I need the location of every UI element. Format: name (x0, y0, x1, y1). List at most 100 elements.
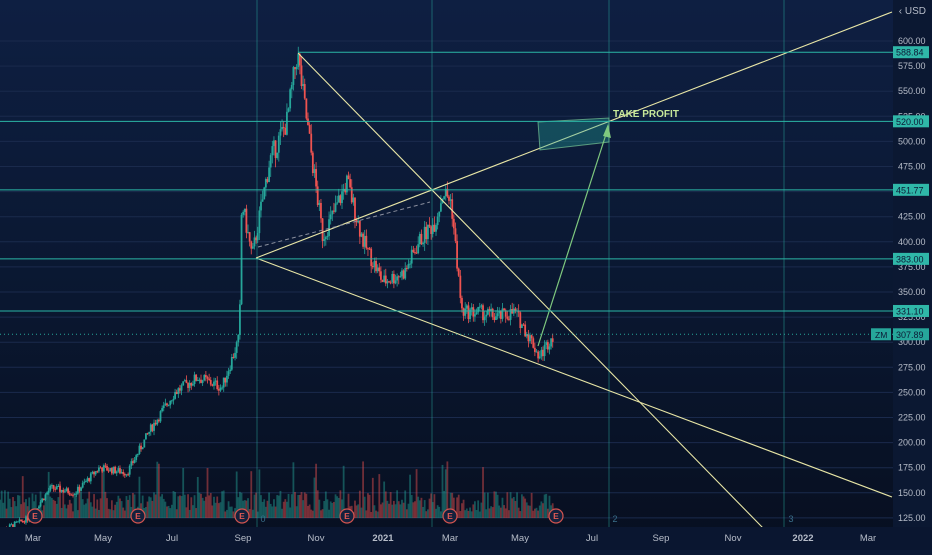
volume-bar (295, 506, 298, 518)
volume-bar (266, 500, 269, 518)
candle-body (68, 493, 71, 495)
volume-bar (354, 500, 356, 518)
symbol-badge (871, 328, 891, 341)
volume-bar (316, 490, 319, 518)
volume-bar (328, 509, 330, 518)
candle-body (388, 281, 390, 283)
volume-bar (235, 471, 238, 518)
candle-body (478, 306, 481, 308)
candle-body (286, 111, 288, 135)
volume-bar (465, 508, 468, 518)
candle-body (156, 419, 159, 425)
price-tick-label: 225.00 (898, 413, 926, 423)
candle-body (170, 400, 173, 402)
currency-label[interactable]: ‹ USD (899, 6, 926, 17)
candle-body (179, 388, 181, 391)
volume-bar (224, 511, 227, 518)
candle-body (54, 488, 57, 490)
volume-bar (219, 502, 222, 518)
volume-bar (474, 501, 476, 518)
volume-bar (91, 506, 94, 518)
volume-bar (67, 504, 70, 518)
volume-bar (34, 494, 37, 518)
candle-body (292, 67, 295, 86)
candle-body (200, 379, 202, 383)
candle-body (360, 233, 363, 237)
candle-body (187, 382, 189, 388)
candle-body (99, 467, 102, 469)
candle-body (540, 349, 543, 357)
price-axis[interactable]: 600.00575.00550.00525.00500.00475.00450.… (871, 0, 932, 527)
candle-body (439, 203, 442, 212)
candle-body (243, 208, 246, 212)
volume-bar (72, 511, 74, 518)
candle-body (527, 334, 530, 342)
candle-body (44, 494, 47, 501)
candle-body (350, 187, 353, 203)
earnings-marker[interactable]: E (339, 508, 355, 524)
candle-body (483, 316, 486, 321)
volume-bar (73, 495, 76, 518)
time-axis[interactable]: Mar May Jul Sep Nov 2021 Mar May Jul Sep Nov 2022 Ma… (0, 527, 932, 550)
candle-body (234, 352, 236, 358)
earnings-marker-label: E (239, 511, 245, 521)
candle-body (472, 307, 475, 317)
candle-body (477, 307, 480, 313)
candle-body (20, 519, 23, 522)
volume-bar (211, 505, 214, 518)
volume-bar (318, 499, 321, 518)
candle-body (166, 403, 168, 406)
volume-bar (248, 508, 251, 518)
volume-bar (198, 492, 201, 518)
candle-body (320, 202, 322, 219)
volume-bar (491, 507, 494, 518)
earnings-marker-label: E (32, 511, 38, 521)
volume-bar (446, 461, 449, 518)
volume-bar (86, 498, 89, 518)
volume-bar (311, 510, 314, 518)
earnings-marker[interactable]: E (27, 508, 43, 524)
volume-bar (261, 501, 264, 518)
candle-body (412, 249, 415, 253)
volume-bar (179, 495, 181, 518)
candle-body (529, 335, 531, 342)
volume-bar (417, 496, 420, 518)
volume-bar (341, 499, 343, 518)
candle-body (21, 521, 24, 523)
last-price-badge (893, 328, 929, 341)
candle-body (138, 445, 141, 454)
volume-bar (483, 492, 486, 518)
candle-body (435, 225, 437, 232)
candle-body (438, 211, 441, 217)
volume-bar (438, 506, 441, 518)
volume-bar (153, 492, 155, 518)
volume-bar (98, 509, 100, 518)
volume-bar (409, 474, 411, 518)
candle-body (451, 199, 454, 219)
earnings-marker[interactable]: E (130, 508, 146, 524)
volume-bar (18, 495, 21, 518)
candle-body (38, 506, 40, 509)
earnings-marker[interactable]: E (234, 508, 250, 524)
candle-body (279, 129, 282, 136)
volume-bar (535, 507, 538, 518)
volume-bar (164, 501, 167, 518)
time-tick-label: Mar (860, 533, 876, 544)
earnings-marker[interactable]: E (548, 508, 564, 524)
time-tick-label: Nov (308, 533, 325, 544)
earnings-marker[interactable]: E (442, 508, 458, 524)
candle-body (128, 465, 131, 475)
candle-body (122, 472, 125, 475)
candle-body (298, 54, 301, 66)
candle-body (287, 108, 290, 112)
candle-body (196, 380, 199, 382)
candle-body (86, 478, 89, 482)
volume-bar (151, 500, 154, 518)
candle-body (300, 65, 303, 87)
volume-bar (540, 501, 543, 518)
volume-bar (310, 509, 313, 518)
volume-bar (190, 497, 193, 518)
candle-body (169, 400, 172, 406)
